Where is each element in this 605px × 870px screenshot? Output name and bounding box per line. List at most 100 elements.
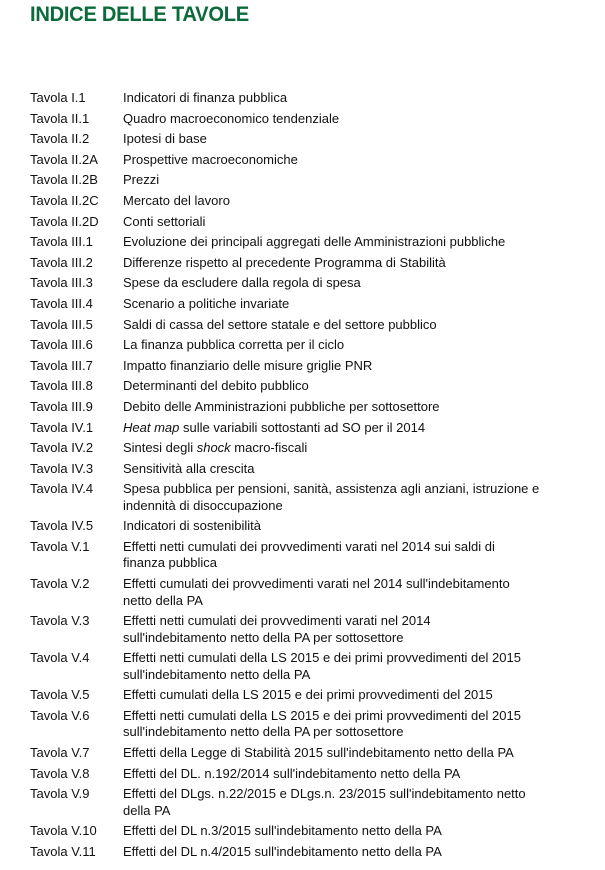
table-title: Effetti del DL n.3/2015 sull'indebitamen… xyxy=(123,823,600,840)
table-number: Tavola III.1 xyxy=(30,234,93,250)
table-title: Prospettive macroeconomiche xyxy=(123,152,600,169)
list-item[interactable]: Tavola III.7 Impatto finanziario delle mi… xyxy=(30,358,600,379)
list-item[interactable]: Tavola IV.1 Heat map sulle variabili sott… xyxy=(30,420,600,441)
table-number: Tavola III.2 xyxy=(30,254,93,270)
table-number: Tavola II.2 xyxy=(30,131,90,147)
table-number: Tavola V.5 xyxy=(30,687,90,703)
table-title: Impatto finanziario delle misure griglie… xyxy=(123,358,600,375)
list-item[interactable]: Tavola III.3 Spese da escludere dalla reg… xyxy=(30,275,600,296)
table-title: Quadro macroeconomico tendenziale xyxy=(123,111,600,128)
table-title: Effetti netti cumulati della LS 2015 e d… xyxy=(123,708,600,741)
table-number: Tavola III.9 xyxy=(30,398,93,414)
table-title-line: Debito delle Amministrazioni pubbliche p… xyxy=(123,398,440,414)
list-item[interactable]: Tavola III.4 Scenario a politiche invaria… xyxy=(30,296,600,317)
list-item[interactable]: Tavola V.8 Effetti del DL. n.192/2014 sul… xyxy=(30,766,600,787)
table-number: Tavola IV.3 xyxy=(30,460,94,476)
table-number: Tavola III.7 xyxy=(30,357,93,373)
list-item[interactable]: Tavola III.9 Debito delle Amministrazioni… xyxy=(30,399,600,420)
list-item[interactable]: Tavola IV.2 Sintesi degli shock macro-fis… xyxy=(30,440,600,461)
table-title: Heat map sulle variabili sottostanti ad … xyxy=(123,420,600,437)
table-title: Effetti netti cumulati della LS 2015 e d… xyxy=(123,650,600,683)
list-item[interactable]: Tavola I.1 Indicatori di finanza pubblica xyxy=(30,90,600,111)
table-title: Effetti netti cumulati dei provvedimenti… xyxy=(123,539,600,572)
table-title-line: Saldi di cassa del settore statale e del… xyxy=(123,316,437,332)
table-title-line: Spese da escludere dalla regola di spesa xyxy=(123,275,361,291)
table-title: Conti settoriali xyxy=(123,214,600,231)
list-item[interactable]: Tavola V.9 Effetti del DLgs. n.22/2015 e … xyxy=(30,786,600,823)
table-title-line: La finanza pubblica corretta per il cicl… xyxy=(123,337,345,353)
list-item[interactable]: Tavola II.1 Quadro macroeconomico tendenz… xyxy=(30,111,600,132)
table-number: Tavola V.3 xyxy=(30,613,90,629)
table-number: Tavola III.3 xyxy=(30,275,93,291)
list-item[interactable]: Tavola V.4 Effetti netti cumulati della L… xyxy=(30,650,600,687)
table-title: Saldi di cassa del settore statale e del… xyxy=(123,317,600,334)
table-number: Tavola V.8 xyxy=(30,765,90,781)
table-number: Tavola V.9 xyxy=(30,786,90,802)
table-number: Tavola V.11 xyxy=(30,843,96,859)
table-title-line: sull'indebitamento netto della PA xyxy=(123,666,311,682)
list-item[interactable]: Tavola V.11 Effetti del DL n.4/2015 sull'… xyxy=(30,844,600,865)
table-title: Effetti netti cumulati dei provvedimenti… xyxy=(123,613,600,646)
table-title-line: finanza pubblica xyxy=(123,555,217,571)
table-title-line: sull'indebitamento netto della PA per so… xyxy=(123,724,404,740)
table-title-line: Mercato del lavoro xyxy=(123,192,230,208)
list-item[interactable]: Tavola III.6 La finanza pubblica corretta… xyxy=(30,337,600,358)
table-title-line: Effetti cumulati della LS 2015 e dei pri… xyxy=(123,687,493,703)
table-title-line: Spesa pubblica per pensioni, sanità, ass… xyxy=(123,481,540,497)
list-item[interactable]: Tavola III.1 Evoluzione dei principali ag… xyxy=(30,234,600,255)
list-item[interactable]: Tavola IV.5 Indicatori di sostenibilità xyxy=(30,518,600,539)
list-item[interactable]: Tavola III.8 Determinanti del debito pubb… xyxy=(30,378,600,399)
list-item[interactable]: Tavola V.10 Effetti del DL n.3/2015 sull'… xyxy=(30,823,600,844)
table-title-line: Effetti cumulati dei provvedimenti varat… xyxy=(123,576,510,592)
italic-term: shock xyxy=(196,440,231,456)
table-title: Debito delle Amministrazioni pubbliche p… xyxy=(123,399,600,416)
table-title-line: Prospettive macroeconomiche xyxy=(123,151,298,167)
list-item[interactable]: Tavola V.6 Effetti netti cumulati della L… xyxy=(30,708,600,745)
table-title-line: netto della PA xyxy=(123,592,203,608)
table-number: Tavola V.2 xyxy=(30,576,90,592)
list-item[interactable]: Tavola V.3 Effetti netti cumulati dei pro… xyxy=(30,613,600,650)
list-item[interactable]: Tavola III.5 Saldi di cassa del settore s… xyxy=(30,317,600,338)
list-item[interactable]: Tavola II.2A Prospettive macroeconomiche xyxy=(30,152,600,173)
table-title-line: Prezzi xyxy=(123,172,160,188)
table-title: Determinanti del debito pubblico xyxy=(123,378,600,395)
table-title-line: Ipotesi di base xyxy=(123,131,207,147)
table-title: Differenze rispetto al precedente Progra… xyxy=(123,255,600,272)
table-number: Tavola III.6 xyxy=(30,337,93,353)
list-item[interactable]: Tavola V.5 Effetti cumulati della LS 2015… xyxy=(30,687,600,708)
table-title-line: Conti settoriali xyxy=(123,213,206,229)
table-number: Tavola III.5 xyxy=(30,316,93,332)
table-title: Spese da escludere dalla regola di spesa xyxy=(123,275,600,292)
table-title-line: Effetti netti cumulati della LS 2015 e d… xyxy=(123,707,521,723)
table-title-line: Determinanti del debito pubblico xyxy=(123,378,309,394)
table-title-line: Quadro macroeconomico tendenziale xyxy=(123,110,340,126)
table-title-line: Sintesi degli shock macro-fiscali xyxy=(123,440,600,457)
table-title-line: Effetti netti cumulati dei provvedimenti… xyxy=(123,613,431,629)
table-number: Tavola II.2A xyxy=(30,151,98,167)
table-title: Effetti della Legge di Stabilità 2015 su… xyxy=(123,745,600,762)
table-title-line: Effetti del DL n.4/2015 sull'indebitamen… xyxy=(123,843,442,859)
table-number: Tavola IV.2 xyxy=(30,440,94,456)
list-item[interactable]: Tavola II.2 Ipotesi di base xyxy=(30,131,600,152)
table-number: Tavola II.2D xyxy=(30,213,99,229)
list-item[interactable]: Tavola V.2 Effetti cumulati dei provvedim… xyxy=(30,576,600,613)
list-item[interactable]: Tavola IV.3 Sensitività alla crescita xyxy=(30,461,600,482)
table-title-line: Effetti del DLgs. n.22/2015 e DLgs.n. 23… xyxy=(123,786,526,802)
table-title-line: Indicatori di finanza pubblica xyxy=(123,90,288,105)
table-title: Effetti cumulati dei provvedimenti varat… xyxy=(123,576,600,609)
table-title-line: Effetti del DL. n.192/2014 sull'indebita… xyxy=(123,765,461,781)
list-item[interactable]: Tavola V.1 Effetti netti cumulati dei pro… xyxy=(30,539,600,576)
table-title-line: Heat map sulle variabili sottostanti ad … xyxy=(123,420,600,437)
table-title-line: Sensitività alla crescita xyxy=(123,460,255,476)
table-title: Prezzi xyxy=(123,172,600,189)
list-item[interactable]: Tavola II.2D Conti settoriali xyxy=(30,214,600,235)
table-title-line: della PA xyxy=(123,802,171,818)
table-title: Effetti del DL. n.192/2014 sull'indebita… xyxy=(123,766,600,783)
list-item[interactable]: Tavola III.2 Differenze rispetto al prece… xyxy=(30,255,600,276)
list-item[interactable]: Tavola V.7 Effetti della Legge di Stabili… xyxy=(30,745,600,766)
table-title-line: Effetti del DL n.3/2015 sull'indebitamen… xyxy=(123,823,442,839)
list-item[interactable]: Tavola II.2B Prezzi xyxy=(30,172,600,193)
table-title-line: Evoluzione dei principali aggregati dell… xyxy=(123,234,506,250)
list-item[interactable]: Tavola II.2C Mercato del lavoro xyxy=(30,193,600,214)
list-item[interactable]: Tavola IV.4 Spesa pubblica per pensioni, … xyxy=(30,481,600,518)
